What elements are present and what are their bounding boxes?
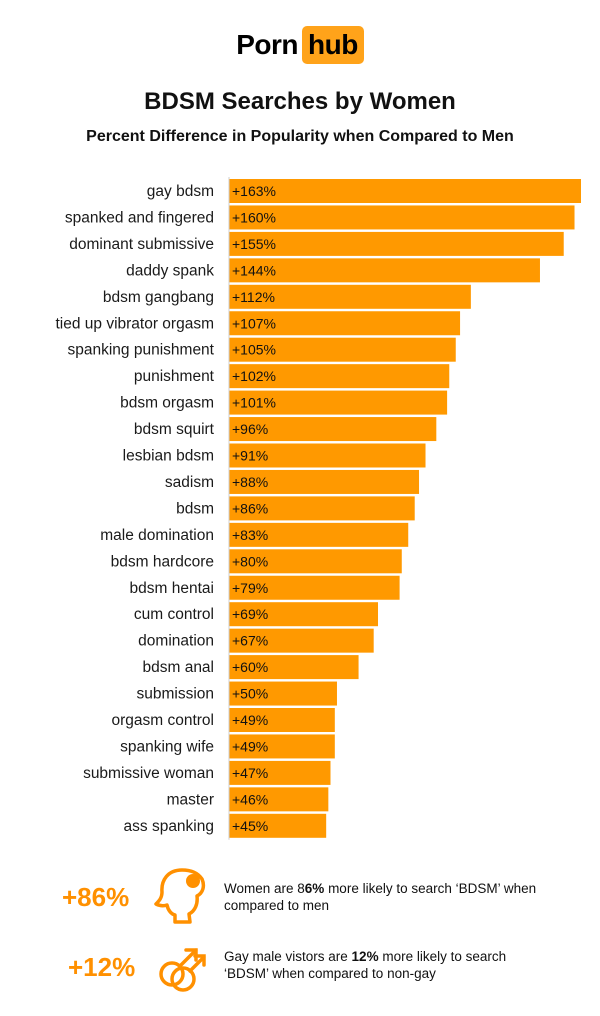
stat-gay-male-text-bold: 12%: [351, 949, 379, 964]
category-label: submission: [136, 686, 214, 703]
category-label: bdsm gangbang: [103, 289, 214, 306]
logo-word-left: Porn: [236, 29, 298, 60]
stat-women-text-b: more likely to search ‘BDSM’ when compar…: [224, 881, 537, 913]
category-label: spanking wife: [120, 738, 214, 755]
category-label: male domination: [100, 527, 214, 544]
bar: [229, 205, 575, 230]
stat-gay-male-text-b: more likely to search ‘BDSM’ when compar…: [224, 949, 507, 981]
category-label: spanked and fingered: [65, 209, 214, 226]
bar: [229, 390, 448, 415]
stat-gay-male-text: Gay male vistors are 12% more likely to …: [224, 948, 554, 982]
value-label: +79%: [232, 580, 268, 596]
stat-women-number: +86%: [62, 882, 130, 912]
bars-layer: gay bdsm +163% spanked and fingered +160% do…: [55, 177, 581, 840]
value-label: +91%: [232, 448, 268, 464]
category-label: gay bdsm: [147, 183, 214, 200]
bar: [229, 681, 337, 706]
bar: [229, 179, 581, 203]
bar: [229, 311, 461, 336]
value-label: +80%: [232, 553, 268, 569]
value-label: +144%: [232, 262, 276, 278]
stat-gay-male: +12% Gay male vistors are 12% more likel…: [0, 936, 600, 996]
bar: [229, 760, 331, 785]
value-label: +45%: [232, 818, 268, 834]
category-label: bdsm orgasm: [120, 395, 214, 412]
bar: [229, 284, 471, 309]
category-label: master: [167, 791, 214, 808]
category-label: bdsm squirt: [134, 421, 215, 438]
bar: [229, 522, 409, 547]
bar: [229, 813, 327, 838]
value-label: +47%: [232, 765, 268, 781]
bar: [229, 602, 379, 627]
category-label: tied up vibrator orgasm: [55, 315, 214, 332]
category-label: bdsm hentai: [130, 580, 214, 597]
value-label: +160%: [232, 209, 276, 225]
value-label: +163%: [232, 183, 276, 199]
stat-women-text-a: Women are 8: [224, 881, 305, 896]
category-label: bdsm anal: [142, 659, 214, 676]
category-label: sadism: [165, 474, 214, 491]
value-label: +67%: [232, 633, 268, 649]
category-label: lesbian bdsm: [123, 448, 214, 465]
pornhub-logo: Porn hub: [0, 26, 600, 64]
value-label: +88%: [232, 474, 268, 490]
value-label: +50%: [232, 686, 268, 702]
bar: [229, 469, 420, 494]
bar: [229, 258, 540, 283]
category-label: bdsm hardcore: [111, 553, 214, 570]
value-label: +49%: [232, 712, 268, 728]
stat-gay-male-number: +12%: [68, 952, 136, 982]
stat-gay-male-text-a: Gay male vistors are: [224, 949, 352, 964]
chart-title: BDSM Searches by Women: [144, 88, 456, 115]
stat-women-text: Women are 86% more likely to search ‘BDS…: [224, 880, 554, 914]
value-label: +86%: [232, 500, 268, 516]
male-male-symbol-icon: [159, 948, 206, 992]
category-label: spanking punishment: [68, 342, 215, 359]
value-label: +102%: [232, 368, 276, 384]
bar: [229, 575, 400, 600]
category-label: submissive woman: [83, 765, 214, 782]
value-label: +69%: [232, 606, 268, 622]
category-label: domination: [138, 633, 214, 650]
category-label: punishment: [134, 368, 215, 385]
category-label: ass spanking: [124, 818, 214, 835]
bar: [229, 734, 335, 759]
category-label: orgasm control: [111, 712, 214, 729]
bar: [229, 655, 359, 680]
value-label: +101%: [232, 395, 276, 411]
value-label: +49%: [232, 738, 268, 754]
category-label: daddy spank: [126, 262, 214, 279]
value-label: +155%: [232, 236, 276, 252]
stat-women-text-bold: 6%: [304, 881, 325, 896]
category-label: bdsm: [176, 500, 214, 517]
bar: [229, 496, 415, 521]
value-label: +107%: [232, 315, 276, 331]
bar-chart: gay bdsm +163% spanked and fingered +160% do…: [55, 177, 581, 840]
bar: [229, 549, 402, 574]
bar: [229, 417, 437, 442]
category-label: dominant submissive: [69, 236, 214, 253]
bar: [229, 337, 456, 362]
stat-women: +86% Women are 86% more likely to search…: [0, 866, 600, 926]
bar: [229, 443, 426, 468]
bar: [229, 231, 564, 256]
value-label: +105%: [232, 342, 276, 358]
value-label: +112%: [232, 289, 275, 305]
chart-subtitle: Percent Difference in Popularity when Co…: [86, 128, 514, 145]
bar: [229, 708, 335, 732]
category-label: cum control: [134, 606, 214, 623]
value-label: +83%: [232, 527, 268, 543]
bar: [229, 628, 374, 653]
value-label: +60%: [232, 659, 268, 675]
woman-profile-icon: [154, 868, 206, 924]
logo-word-right: hub: [301, 26, 364, 64]
value-label: +46%: [232, 791, 268, 807]
bar: [229, 787, 329, 812]
value-label: +96%: [232, 421, 268, 437]
bar: [229, 364, 450, 389]
